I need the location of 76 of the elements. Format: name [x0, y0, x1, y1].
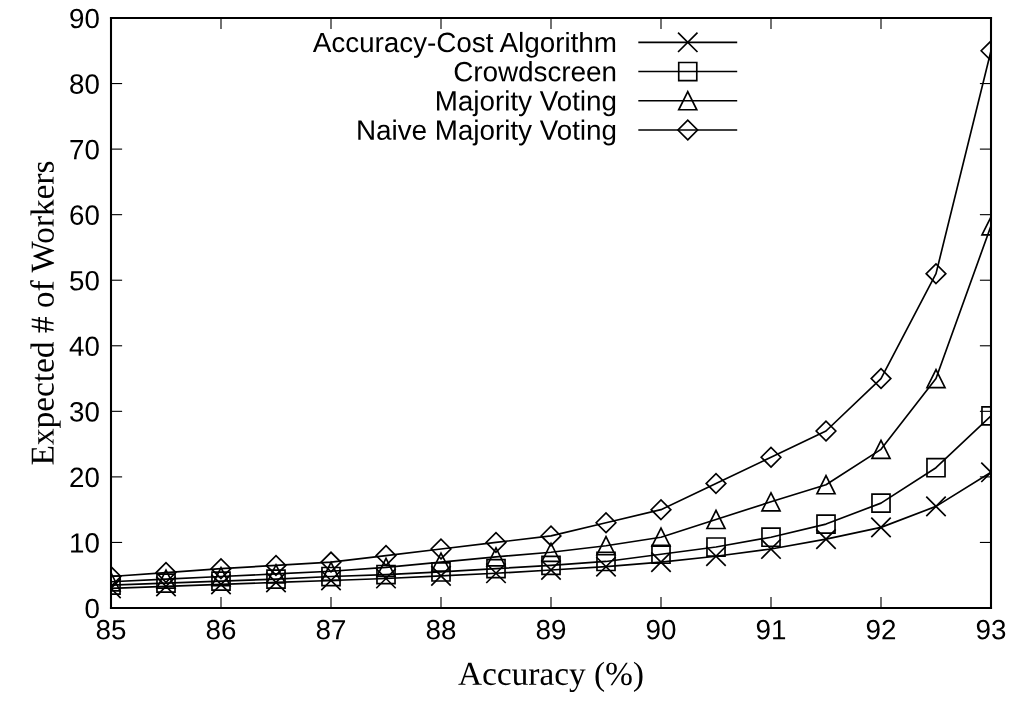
- point: [650, 551, 672, 573]
- y-tick-label: 50: [70, 270, 99, 291]
- y-tick-label: 60: [70, 205, 99, 226]
- y-tick-label: 90: [70, 8, 99, 29]
- point: [376, 564, 396, 585]
- point: [816, 474, 836, 495]
- point: [925, 495, 947, 517]
- y-tick-label: 30: [70, 402, 99, 422]
- point: [706, 537, 726, 557]
- point: [870, 516, 892, 538]
- point: [320, 551, 342, 573]
- x-tick-label: 89: [536, 619, 566, 640]
- y-tick-label: 70: [70, 139, 99, 160]
- point: [706, 509, 726, 530]
- point: [596, 535, 616, 556]
- point: [210, 558, 232, 580]
- x-tick-label: 87: [316, 619, 346, 640]
- y-tick-label: 20: [70, 467, 99, 488]
- point: [761, 527, 781, 548]
- x-tick-label: 86: [206, 619, 236, 640]
- point: [540, 525, 562, 547]
- point: [211, 566, 231, 587]
- point: [871, 439, 891, 460]
- x-axis-title: Accuracy (%): [458, 661, 643, 692]
- point: [485, 531, 507, 554]
- y-tick-label: 40: [69, 336, 99, 357]
- x-tick-label: 91: [756, 619, 786, 640]
- point: [816, 514, 836, 534]
- point: [815, 528, 837, 550]
- point: [486, 547, 506, 567]
- point: [596, 551, 616, 572]
- point: [651, 544, 671, 565]
- point: [651, 527, 671, 548]
- point: [321, 566, 341, 587]
- point: [486, 558, 506, 579]
- y-tick-label: 10: [71, 533, 99, 553]
- point: [155, 561, 177, 584]
- point: [265, 554, 287, 577]
- point: [705, 545, 727, 567]
- point: [926, 457, 946, 478]
- x-tick-label: 92: [866, 619, 896, 640]
- point: [430, 538, 452, 560]
- legend-label: Accuracy-Cost Algorithm: [312, 31, 616, 58]
- point: [375, 567, 397, 590]
- point: [760, 446, 782, 468]
- point: [595, 512, 617, 534]
- legend-label: Majority Voting: [437, 90, 616, 117]
- point: [540, 559, 562, 581]
- point: [926, 368, 946, 389]
- point: [761, 491, 781, 512]
- point: [815, 420, 837, 442]
- point: [650, 499, 672, 521]
- point: [320, 569, 342, 592]
- point: [595, 556, 617, 578]
- y-tick-label: 0: [85, 598, 99, 619]
- x-tick-label: 85: [96, 619, 126, 640]
- point: [431, 562, 451, 582]
- point: [870, 367, 892, 390]
- point: [321, 561, 341, 582]
- point: [705, 472, 727, 495]
- point: [541, 555, 561, 576]
- point: [376, 557, 396, 578]
- point: [541, 542, 561, 563]
- legend-label: Naive Majority Voting: [358, 119, 616, 146]
- point: [375, 544, 397, 567]
- point: [430, 565, 452, 587]
- x-tick-label: 90: [646, 619, 676, 640]
- legend-label: Crowdscreen: [454, 61, 616, 82]
- point: [925, 263, 947, 285]
- point: [871, 493, 891, 513]
- y-axis-title: Expected # of Workers: [30, 161, 61, 465]
- point: [760, 538, 782, 560]
- point: [431, 552, 451, 572]
- x-tick-label: 93: [976, 619, 1006, 640]
- y-tick-label: 80: [70, 74, 99, 94]
- x-tick-label: 88: [426, 619, 456, 640]
